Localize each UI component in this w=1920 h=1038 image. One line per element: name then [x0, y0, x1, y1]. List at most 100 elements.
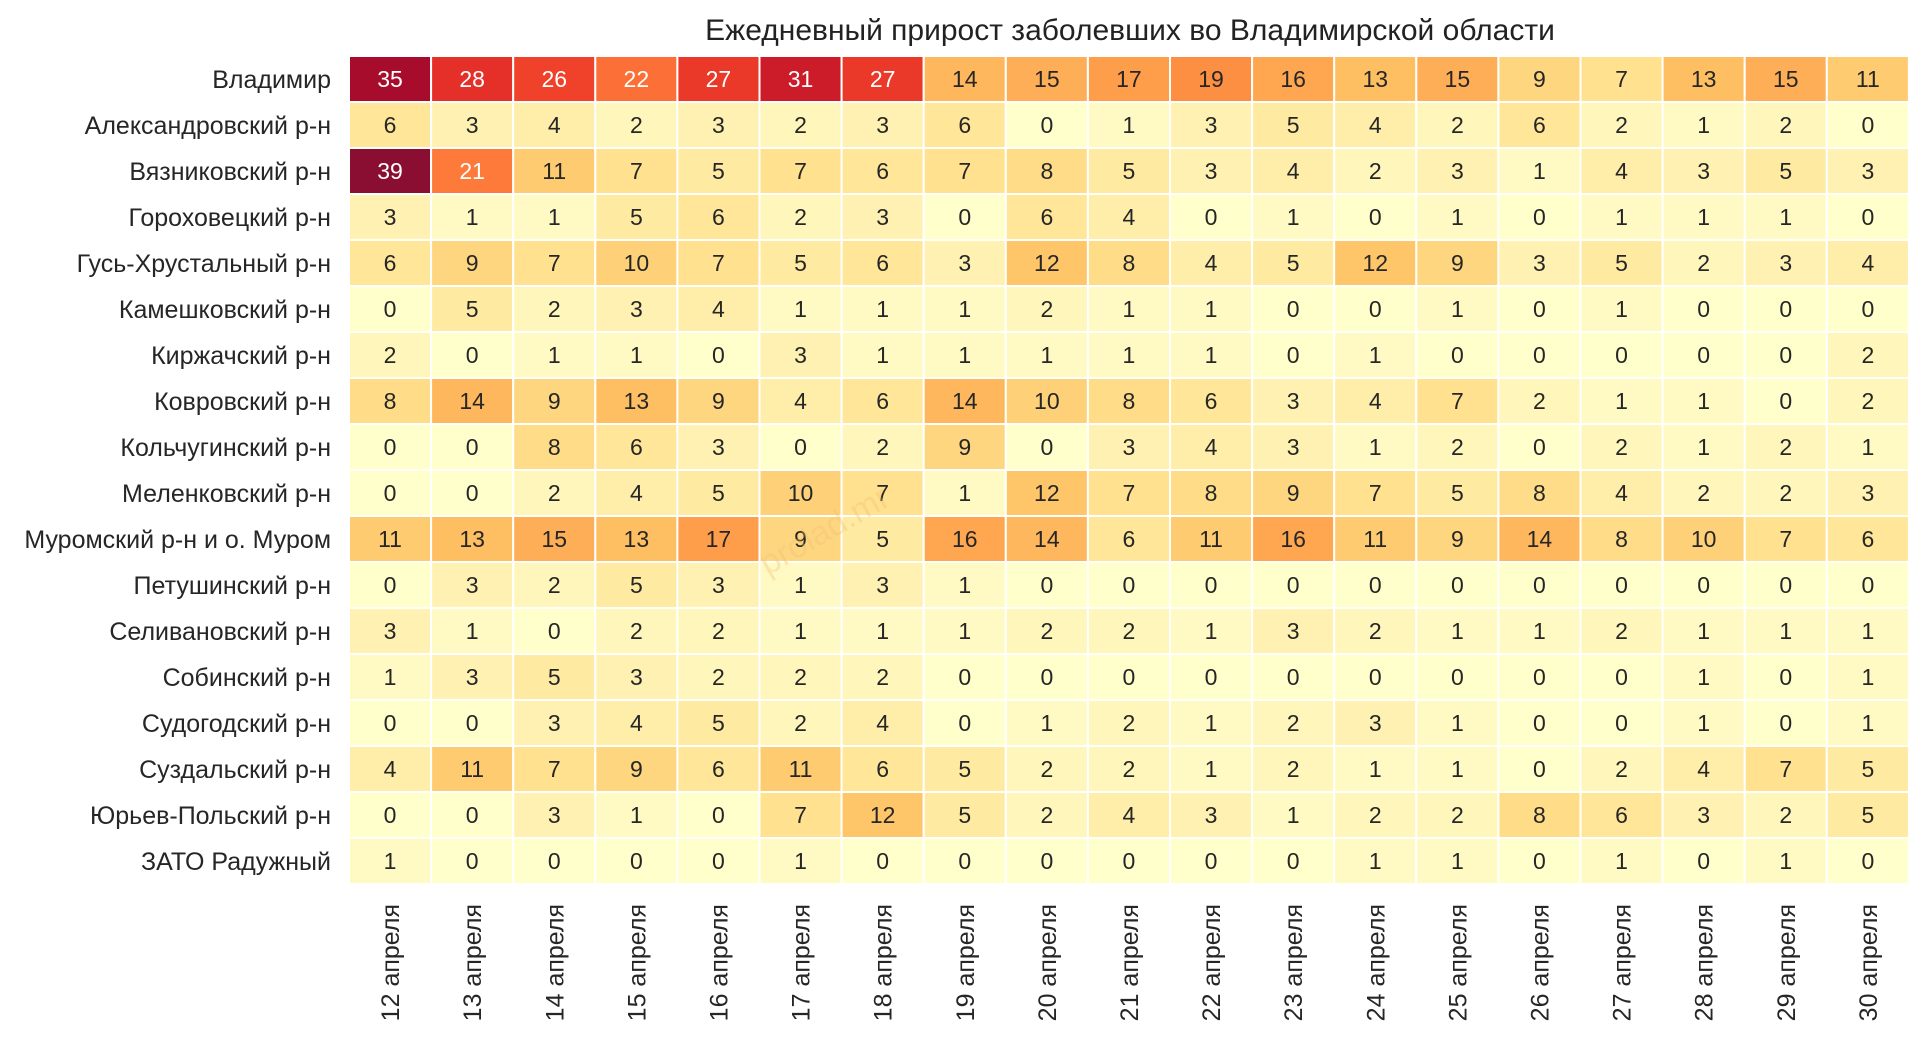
- cell-value-label: 0: [1040, 572, 1053, 598]
- heatmap-cell: [430, 745, 515, 793]
- row-tick-label: Гусь-Хрустальный р-н: [77, 250, 331, 278]
- cell-value-label: 5: [1451, 480, 1464, 506]
- cell-value-label: 1: [1369, 342, 1382, 368]
- cell-value-label: 1: [1123, 296, 1136, 322]
- cell-value-label: 8: [1533, 480, 1546, 506]
- cell-value-label: 1: [876, 618, 889, 644]
- heatmap-cell: [1086, 423, 1172, 471]
- column-labels: 12 апреля 13 апреля 14 апреля 15 апреля 16 а…: [377, 904, 1883, 1021]
- cell-value-label: 3: [1205, 158, 1218, 184]
- row-tick-label: Александровский р-н: [85, 112, 331, 140]
- heatmap-cell: [1497, 745, 1582, 793]
- cell-value-label: 4: [876, 710, 889, 736]
- column-tick-label: 27 апреля: [1609, 904, 1637, 1021]
- cell-value-label: 0: [466, 480, 479, 506]
- cell-value-label: 10: [1691, 526, 1717, 552]
- heatmap-cell: [1415, 55, 1500, 103]
- cell-value-label: 7: [1123, 480, 1136, 506]
- cell-value-label: 1: [466, 204, 479, 230]
- heatmap-cell: [676, 561, 761, 609]
- cell-value-label: 7: [630, 158, 643, 184]
- cell-value-label: 2: [1040, 802, 1053, 828]
- cell-value-label: 3: [1697, 802, 1710, 828]
- cell-value-label: 5: [712, 710, 725, 736]
- row-tick-label: Муромский р-н и о. Муром: [24, 526, 331, 554]
- heatmap-cell: [922, 791, 1007, 839]
- cell-value-label: 1: [1779, 204, 1792, 230]
- cell-value-label: 0: [1040, 112, 1053, 138]
- cell-value-label: 7: [1615, 66, 1628, 92]
- cell-value-label: 1: [630, 342, 643, 368]
- cell-value-label: 2: [1287, 756, 1300, 782]
- cell-value-label: 5: [958, 802, 971, 828]
- cell-value-label: 0: [1533, 572, 1546, 598]
- cell-value-label: 5: [794, 250, 807, 276]
- heatmap-cell: [676, 607, 761, 655]
- cell-value-label: 9: [1287, 480, 1300, 506]
- heatmap-cell: [922, 561, 1007, 609]
- cell-value-label: 1: [1533, 158, 1546, 184]
- cell-value-label: 7: [548, 250, 561, 276]
- heatmap-cell: [1497, 147, 1582, 195]
- heatmap-cell: [1169, 469, 1254, 517]
- cell-value-label: 0: [1615, 342, 1628, 368]
- cell-value-label: 1: [1697, 112, 1710, 138]
- cell-value-label: 0: [384, 572, 397, 598]
- cell-value-label: 26: [541, 66, 567, 92]
- cell-value-label: 3: [1369, 710, 1382, 736]
- column-tick-label: 17 апреля: [788, 904, 816, 1021]
- heatmap-cell: [594, 101, 679, 149]
- heatmap-cell: [676, 837, 761, 885]
- cell-value-label: 12: [1034, 250, 1060, 276]
- heatmap-cell: [1086, 377, 1172, 425]
- cell-value-label: 1: [1205, 618, 1218, 644]
- cell-value-label: 1: [630, 802, 643, 828]
- heatmap-cell: [922, 55, 1007, 103]
- cell-value-label: 4: [1697, 756, 1710, 782]
- cell-value-label: 0: [1040, 434, 1053, 460]
- heatmap-cell: [758, 653, 843, 701]
- cell-value-label: 5: [712, 158, 725, 184]
- heatmap-cell: [512, 285, 597, 333]
- heatmap-cell: [1086, 193, 1172, 241]
- heatmap-cell: [1497, 193, 1582, 241]
- cell-value-label: 9: [466, 250, 479, 276]
- heatmap-cell: [430, 285, 515, 333]
- cell-value-label: 0: [1779, 664, 1792, 690]
- cell-value-label: 1: [1451, 296, 1464, 322]
- cell-value-label: 0: [1533, 756, 1546, 782]
- column-tick-label: 24 апреля: [1362, 904, 1390, 1021]
- cell-value-label: 0: [1287, 572, 1300, 598]
- row-labels: Владимир Александровский р-н Вязниковский …: [24, 66, 331, 876]
- heatmap-cell: [430, 837, 515, 885]
- cell-value-label: 2: [1451, 802, 1464, 828]
- cell-value-label: 4: [1205, 434, 1218, 460]
- heatmap-cell: [840, 469, 925, 517]
- heatmap-cell: [1743, 193, 1828, 241]
- cell-value-label: 1: [876, 342, 889, 368]
- heatmap-cell: [1661, 101, 1746, 149]
- cell-value-label: 9: [630, 756, 643, 782]
- heatmap-cell: [1086, 791, 1172, 839]
- heatmap-cell: [1004, 377, 1089, 425]
- cell-value-label: 0: [466, 342, 479, 368]
- row-tick-label: Кольчугинский р-н: [120, 434, 331, 462]
- cell-value-label: 2: [384, 342, 397, 368]
- heatmap-cell: [676, 239, 761, 287]
- cell-value-label: 14: [459, 388, 485, 414]
- cell-value-label: 5: [1615, 250, 1628, 276]
- cell-value-label: 5: [876, 526, 889, 552]
- cell-value-label: 3: [466, 664, 479, 690]
- cell-value-label: 0: [958, 204, 971, 230]
- row-tick-label: Меленковский р-н: [122, 480, 331, 508]
- heatmap-cell: [348, 55, 433, 103]
- heatmap-cell: [594, 699, 679, 747]
- heatmap-cell: [1661, 285, 1746, 333]
- cell-value-label: 0: [1779, 296, 1792, 322]
- heatmap-cell: [758, 699, 843, 747]
- heatmap-cell: [1086, 607, 1172, 655]
- cell-value-label: 3: [1123, 434, 1136, 460]
- heatmap-cell: [1004, 837, 1089, 885]
- cell-value-label: 15: [1445, 66, 1471, 92]
- cell-value-label: 3: [712, 572, 725, 598]
